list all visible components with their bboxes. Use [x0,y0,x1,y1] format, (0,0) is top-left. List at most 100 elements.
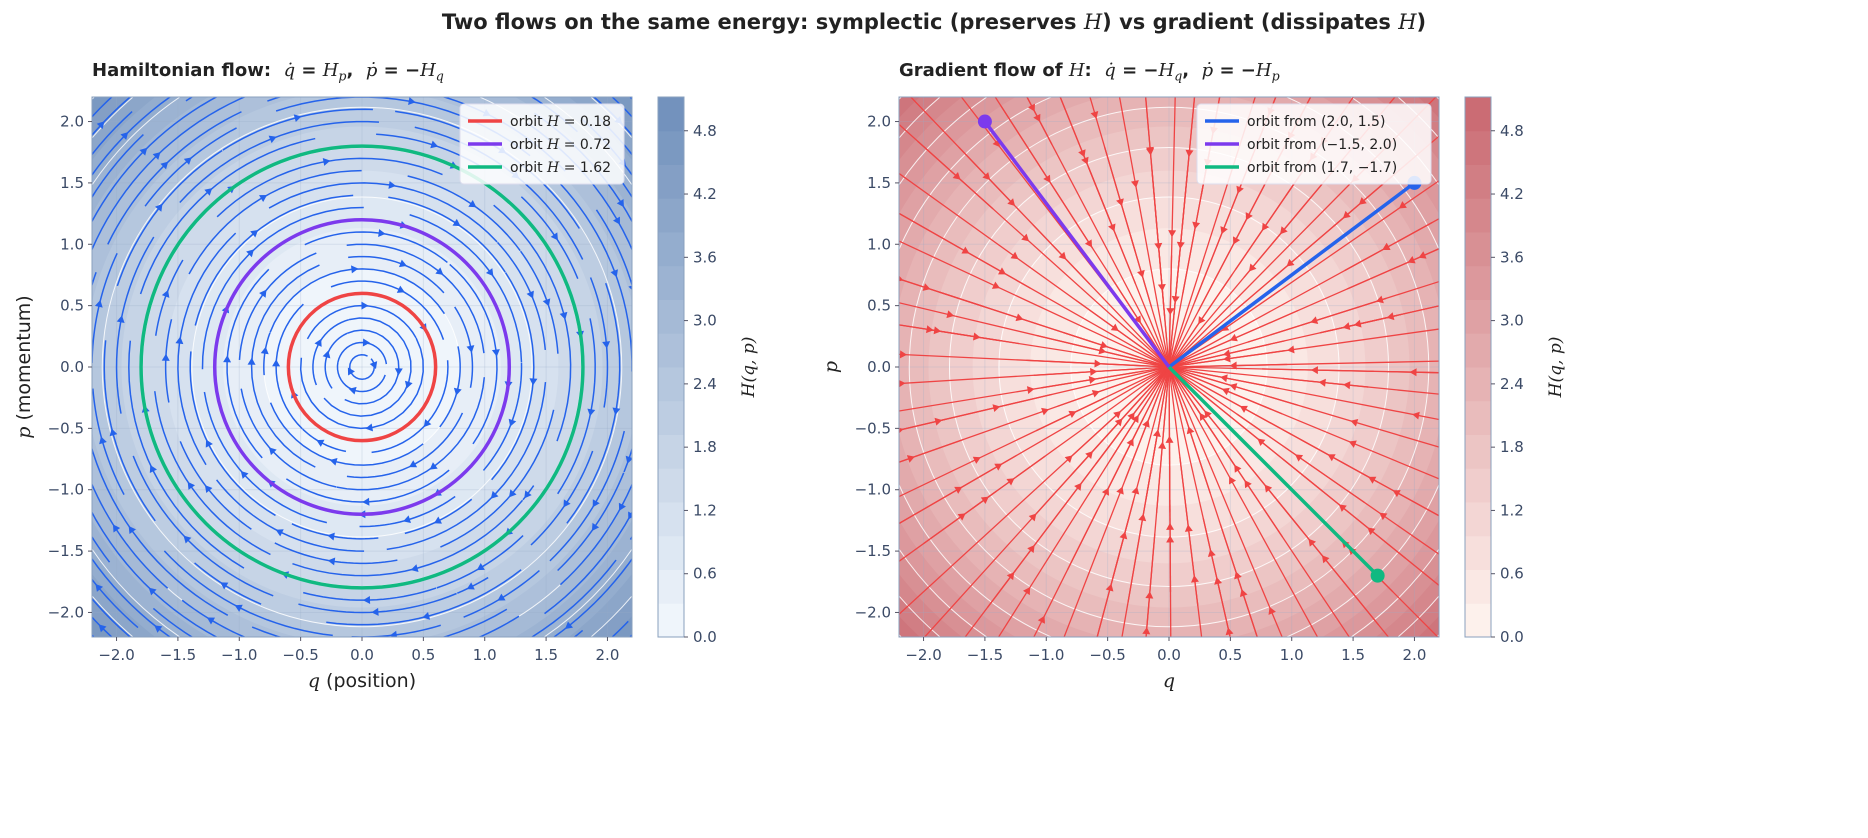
stream-arrow [95,583,104,592]
x-tick-label: 1.5 [1341,646,1365,664]
streamline [1243,179,1326,278]
stream-arrow [952,172,961,180]
streamline [346,412,464,479]
stream-arrow [612,216,620,225]
colorbar-tick-label: 0.0 [693,628,717,646]
stream-arrow [1199,412,1207,421]
stream-arrow [1028,513,1037,522]
stream-arrow [628,511,632,520]
stream-arrow [129,636,132,637]
stream-arrow [247,357,256,365]
stream-arrow [456,20,464,28]
y-tick-label: 0.0 [867,358,891,376]
stream-arrow [365,423,374,432]
colorbar-segment [658,468,684,503]
streamline [1170,372,1211,494]
stream-arrow [550,232,558,241]
y-tick-label: −2.0 [855,603,891,621]
stream-arrow [1229,476,1237,485]
streamline [201,206,364,370]
stream-arrow [409,460,418,468]
stream-arrow [1152,429,1161,437]
stream-arrow [160,161,169,170]
streamline [344,329,400,405]
stream-arrow [329,457,338,466]
streamline [557,472,625,572]
stream-arrow [1074,482,1082,491]
streamline [899,418,946,431]
streamline [164,319,173,403]
stream-arrow [1068,410,1077,419]
orbit-line [139,144,585,590]
stream-arrow [0,412,1,419]
stream-arrow [563,499,571,508]
stream-arrow [1192,79,1200,86]
streamline [899,240,1170,368]
stream-arrow [139,147,148,156]
y-tick-label: −1.0 [48,481,84,499]
streamline [643,364,730,604]
colorbar-segment [658,502,684,537]
stream-arrow [362,596,371,605]
streamline [92,97,247,251]
stream-arrow [1321,555,1330,564]
stream-arrow [250,229,259,238]
legend-box [459,103,625,185]
stream-arrow [1379,512,1388,521]
orbit-start-marker [1370,568,1385,583]
stream-arrow [44,466,52,474]
stream-arrow [961,246,970,254]
stream-arrow [422,611,431,620]
stream-arrow [183,157,192,165]
stream-arrow [1280,226,1288,235]
stream-arrow [439,734,447,742]
colorbar-segment [1465,333,1491,368]
streamline [566,282,621,524]
streamline [439,346,461,428]
x-axis-label: q (position) [308,670,416,692]
colorbar-segment [1465,468,1491,503]
streamline [234,0,472,22]
streamline [1168,366,1283,637]
stream-arrow [57,196,64,204]
colorbar-tick-label: 4.2 [1500,185,1524,203]
colorbar-segment [658,535,684,570]
legend-label: orbit H = 0.72 [510,137,611,153]
x-tick-label: −1.5 [967,646,1003,664]
stream-arrow [1220,374,1228,383]
stream-arrow [201,18,209,25]
colorbar-tick-label: 2.4 [1500,375,1524,393]
stream-arrow [542,298,551,307]
stream-arrow [1239,589,1248,598]
stream-arrow [1006,572,1015,581]
stream-arrow [1081,156,1089,165]
stream-arrow [1027,103,1035,112]
stream-arrow [322,350,331,359]
orbit-line [1167,181,1416,369]
streamline [1179,456,1199,606]
orbit-line [983,120,1171,369]
stream-arrow [1398,201,1407,209]
stream-arrow [922,283,931,291]
stream-arrow [375,645,382,653]
stream-arrow [275,529,284,537]
streamline [406,727,483,744]
stream-arrow [1105,583,1114,592]
colorbar-segment [1465,603,1491,638]
stream-arrow [1116,198,1124,207]
streamline [302,428,347,453]
stream-arrow [322,158,331,166]
streamline [92,111,133,156]
stream-arrow [688,399,696,406]
x-tick-label: −0.5 [282,646,318,664]
stream-arrow [899,379,906,388]
stream-arrow [1342,322,1351,331]
stream-arrow [404,380,413,389]
y-tick-label: −0.5 [48,419,84,437]
stream-arrow [1254,88,1262,96]
contour-line [191,196,533,538]
stream-arrow [378,229,386,237]
contour-line [908,106,1430,628]
stream-arrow [403,515,411,524]
colorbar-frame [1464,96,1492,638]
